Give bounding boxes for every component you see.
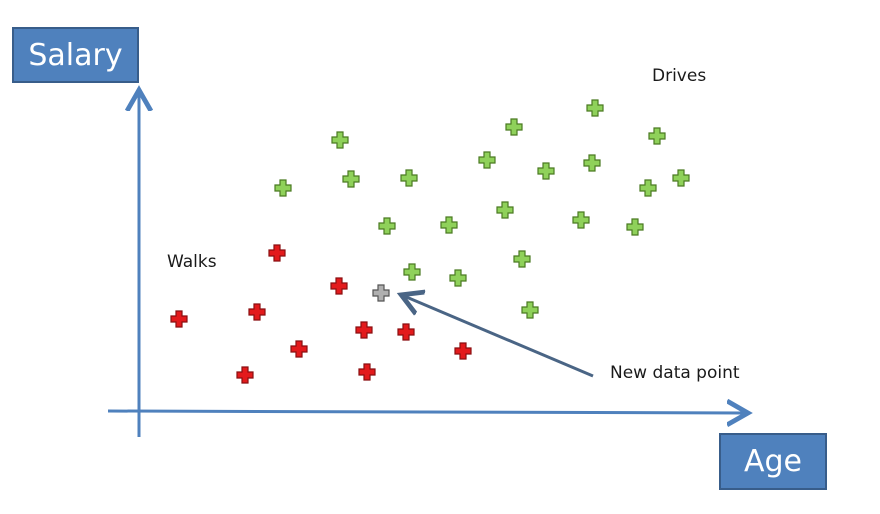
drives-point [583, 154, 601, 172]
walks-point [355, 321, 373, 339]
walks-point [236, 366, 254, 384]
drives-point [331, 131, 349, 149]
drives-point [672, 169, 690, 187]
drives-point [513, 250, 531, 268]
drives-point [449, 269, 467, 287]
drives-point [378, 217, 396, 235]
drives-point [521, 301, 539, 319]
drives-point [639, 179, 657, 197]
walks-point [268, 244, 286, 262]
new-data-point [372, 284, 390, 302]
walks-point [397, 323, 415, 341]
y-axis-label: Salary [12, 27, 139, 83]
drives-point [572, 211, 590, 229]
drives-class-label: Drives [652, 66, 707, 86]
walks-point [290, 340, 308, 358]
drives-point [440, 216, 458, 234]
drives-point [648, 127, 666, 145]
drives-point [496, 201, 514, 219]
new-point-arrow [404, 296, 594, 378]
drives-point [478, 151, 496, 169]
drives-point [505, 118, 523, 136]
walks-point [170, 310, 188, 328]
walks-point [330, 277, 348, 295]
drives-point [626, 218, 644, 236]
drives-point [342, 170, 360, 188]
walks-class-label: Walks [167, 252, 217, 272]
new-data-point-label: New data point [610, 363, 740, 383]
x-axis-label: Age [719, 433, 827, 490]
x-axis-line [107, 411, 745, 413]
walks-point [454, 342, 472, 360]
drives-point [274, 179, 292, 197]
points-layer [170, 99, 690, 384]
drives-point [400, 169, 418, 187]
drives-point [537, 162, 555, 180]
walks-point [358, 363, 376, 381]
walks-point [248, 303, 266, 321]
drives-point [586, 99, 604, 117]
drives-point [403, 263, 421, 281]
